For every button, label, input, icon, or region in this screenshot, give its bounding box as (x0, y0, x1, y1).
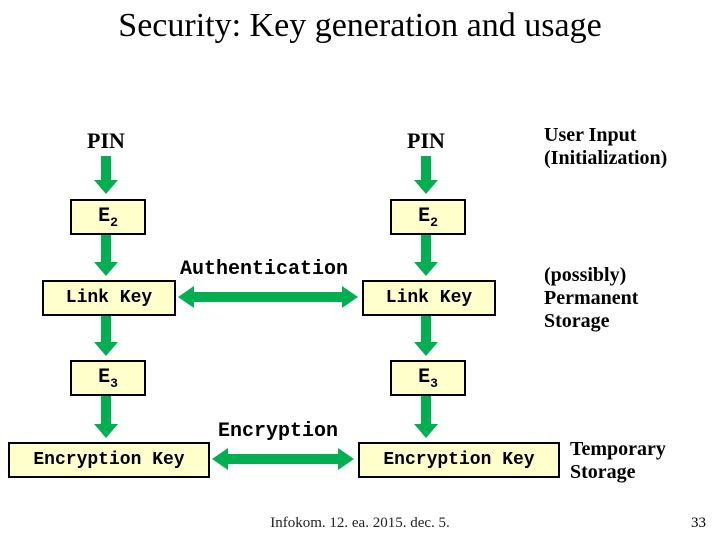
box-e3-left: E3 (70, 360, 146, 396)
page-title: Security: Key generation and usage (0, 6, 720, 45)
pin-right-label: PIN (407, 128, 445, 154)
side-permanent: (possibly) Permanent Storage (544, 264, 638, 333)
side-temporary: Temporary Storage (570, 438, 666, 484)
box-e2-right: E2 (390, 199, 466, 235)
pin-left-label: PIN (87, 128, 125, 154)
encryption-label: Encryption (218, 420, 338, 443)
side-temp-line2: Storage (570, 461, 636, 483)
side-user-input: User Input (Initialization) (544, 124, 667, 170)
double-arrow-icon (212, 452, 354, 466)
side-perm-line2: Permanent (544, 287, 638, 309)
footer-text: Infokom. 12. ea. 2015. dec. 5. (0, 515, 720, 532)
side-user-input-line2: (Initialization) (544, 147, 667, 169)
side-perm-line1: (possibly) (544, 264, 626, 286)
double-arrow-icon (178, 290, 358, 304)
side-user-input-line1: User Input (544, 124, 636, 146)
side-perm-line3: Storage (544, 310, 610, 332)
box-e2-left: E2 (70, 199, 146, 235)
box-e3-right: E3 (390, 360, 466, 396)
e2-left-text: E2 (98, 205, 118, 230)
box-enckey-left: Encryption Key (8, 442, 210, 478)
box-linkkey-left: Link Key (42, 280, 176, 316)
authentication-label: Authentication (180, 258, 348, 281)
e3-left-text: E3 (98, 366, 118, 391)
page-number: 33 (691, 515, 706, 532)
box-linkkey-right: Link Key (362, 280, 496, 316)
box-enckey-right: Encryption Key (358, 442, 560, 478)
e3-right-text: E3 (418, 366, 438, 391)
diagram-stage: Security: Key generation and usage PIN P… (0, 0, 720, 540)
e2-right-text: E2 (418, 205, 438, 230)
side-temp-line1: Temporary (570, 438, 666, 460)
